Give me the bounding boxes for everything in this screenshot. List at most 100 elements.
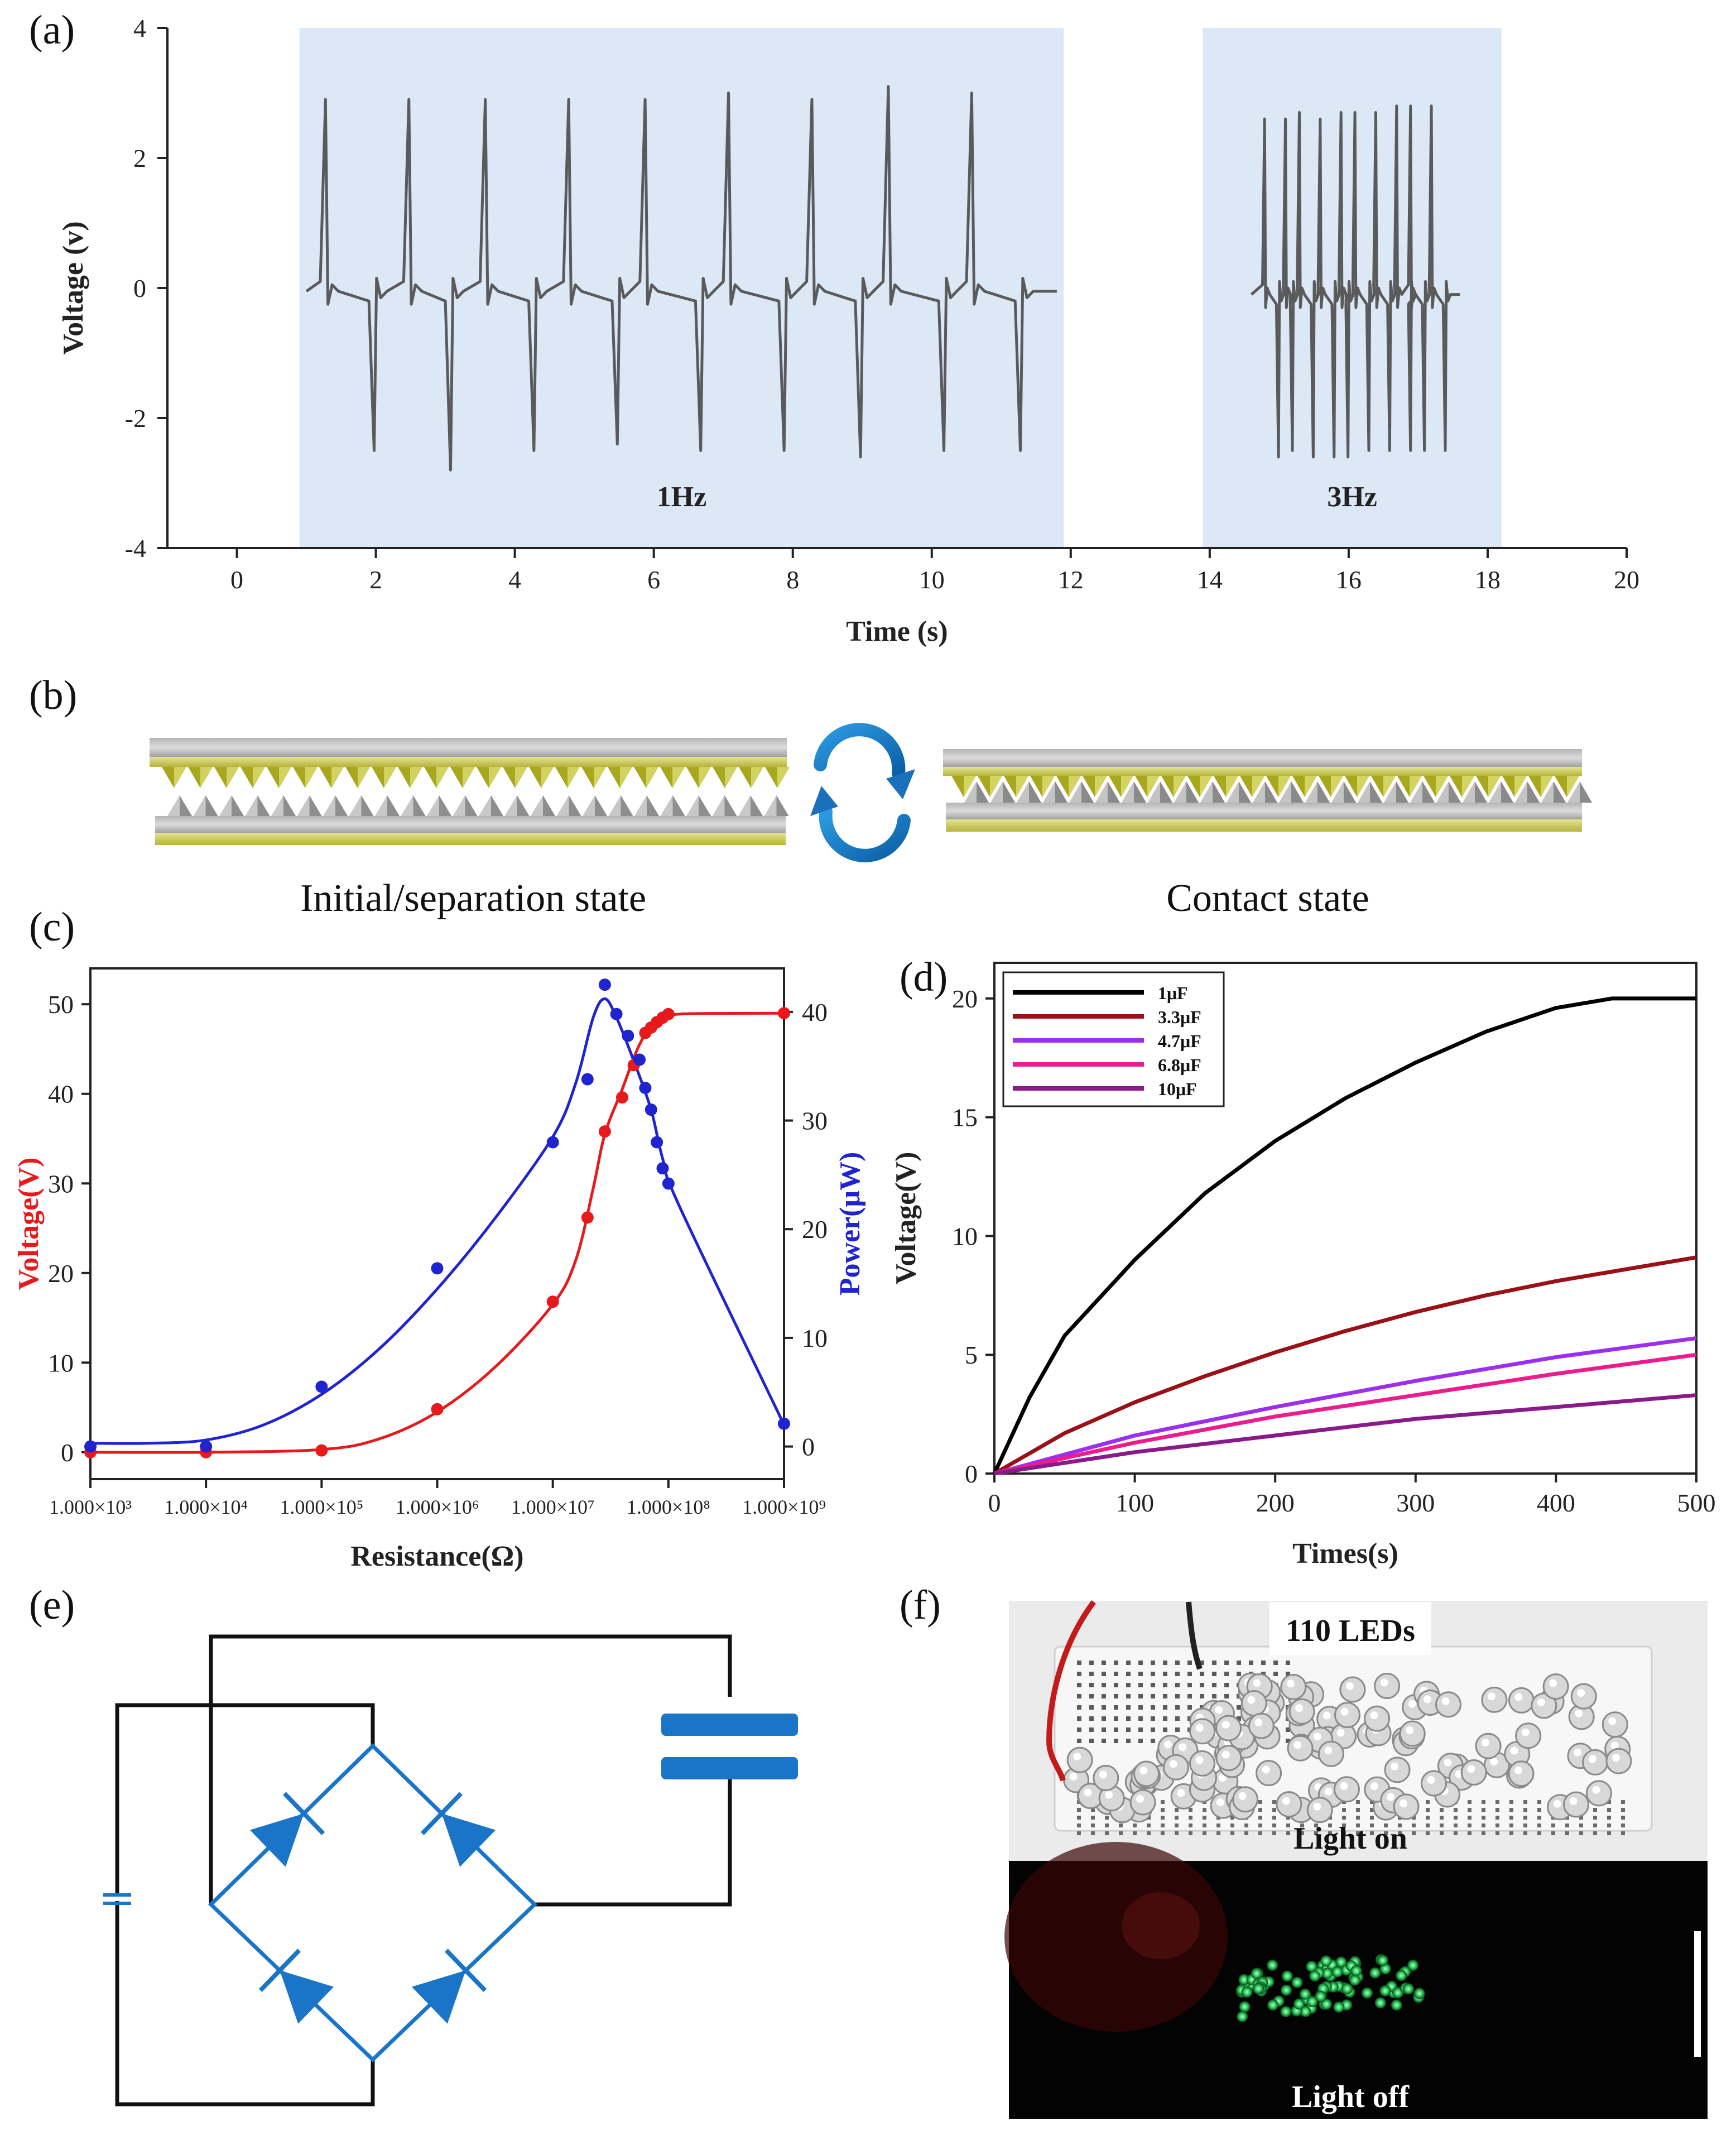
power-point [662, 1177, 675, 1190]
y-tick-label: 5 [965, 1341, 978, 1369]
top-electrode [943, 767, 1582, 776]
y-tick-label: 15 [952, 1103, 978, 1132]
top-pyramid-face [253, 767, 265, 788]
hole [1258, 1824, 1262, 1827]
bottom-pyramid-face [439, 795, 451, 816]
led-highlight [1537, 1698, 1545, 1707]
led-count-label: 110 LEDs [1286, 1614, 1415, 1648]
x-tick-label: 6 [647, 565, 660, 594]
led-highlight [1340, 1782, 1348, 1790]
y-tick-label: 20 [952, 985, 978, 1013]
bottom-pyramid-face [543, 795, 555, 816]
led-lit [1350, 1965, 1362, 1976]
hole [1126, 1683, 1131, 1687]
hole [1370, 1824, 1374, 1827]
hole [1203, 1816, 1206, 1820]
led-lit [1402, 1983, 1414, 1995]
led-highlight [1612, 1754, 1620, 1762]
led-unlit [1280, 1673, 1307, 1700]
led-lit [1413, 1988, 1425, 1999]
top-pyramid-face [725, 767, 737, 788]
led-unlit [1481, 1686, 1508, 1713]
contact-caption: Contact state [1166, 877, 1369, 920]
led-highlight [1575, 1709, 1583, 1717]
y-left-tick-label: 50 [48, 990, 74, 1019]
hole [1151, 1727, 1155, 1732]
hole [1077, 1808, 1081, 1812]
chart-a: 1Hz 3Hz 0 2 4 6 8 10 12 14 16 18 20 -4 -2 0 2 4 Time (s) Vo… [57, 14, 1639, 647]
led-unlit [1129, 1789, 1156, 1816]
hole [1138, 1694, 1143, 1698]
chart-d: 0 100 200 300 400 500 0 5 10 15 20 Times(s) Voltage(… [890, 962, 1716, 1570]
power-point [546, 1136, 559, 1149]
hole [1537, 1808, 1541, 1812]
led-unlit [1334, 1702, 1360, 1729]
power-point [431, 1262, 444, 1275]
bottom-pyramid-face [569, 795, 581, 816]
hole [1189, 1816, 1192, 1820]
x-tick-label: 14 [1197, 565, 1223, 594]
hole [1244, 1831, 1248, 1835]
hole [1151, 1661, 1155, 1665]
bottom-electrode [155, 833, 786, 845]
hole [1105, 1816, 1109, 1820]
led-highlight [1136, 1794, 1144, 1803]
led-unlit [1248, 1712, 1275, 1739]
top-pyramid-face [1252, 776, 1264, 797]
hole [1621, 1831, 1625, 1835]
hole [1175, 1716, 1180, 1721]
y-right-tick-label: 30 [802, 1107, 828, 1135]
signal-1hz [305, 85, 1057, 472]
hole [1286, 1672, 1290, 1676]
hole [1509, 1816, 1513, 1820]
led-highlight [1574, 1748, 1582, 1757]
led-unlit [1287, 1735, 1314, 1762]
hole [1224, 1672, 1229, 1676]
led-highlight [1487, 1692, 1495, 1701]
x-tick-label: 1.000×10⁵ [280, 1496, 363, 1518]
top-pyramid-face [1042, 776, 1055, 797]
bottom-pyramid-face [1475, 781, 1487, 803]
hole [1077, 1694, 1081, 1698]
bottom-pyramid-face [1527, 781, 1540, 803]
led-lit [1293, 1998, 1305, 2010]
hole [1523, 1808, 1527, 1812]
hole [1482, 1808, 1485, 1812]
led-unlit [1066, 1746, 1093, 1773]
hole [1212, 1694, 1216, 1698]
y-left-tick-label: 30 [48, 1169, 74, 1198]
top-pyramid-face [410, 767, 422, 788]
y-left-tick-label: 40 [48, 1080, 74, 1109]
led-unlit [1399, 1720, 1426, 1747]
hole [1579, 1831, 1583, 1835]
led-unlit [1189, 1718, 1216, 1745]
top-pyramid-face [594, 767, 606, 788]
y-right-tick-label: 20 [802, 1215, 828, 1244]
top-pyramid-face [358, 767, 370, 788]
hole [1102, 1727, 1106, 1732]
hole [1102, 1705, 1106, 1710]
hole [1509, 1824, 1513, 1827]
bottom-pyramids [167, 795, 789, 816]
hole [1454, 1808, 1458, 1812]
hole [1328, 1831, 1332, 1835]
led-lit [1267, 1999, 1279, 2011]
hole [1203, 1824, 1206, 1827]
led-unlit [1215, 1745, 1242, 1772]
bottom-pyramid-face [1108, 781, 1120, 803]
led-unlit [1256, 1760, 1282, 1787]
hole [1551, 1824, 1555, 1827]
hole [1216, 1831, 1220, 1835]
signal-3hz [1250, 104, 1460, 459]
power-point [581, 1073, 594, 1086]
hole [1523, 1831, 1527, 1835]
x-tick-label: 1.000×10⁸ [627, 1496, 710, 1518]
x-tick-label: 300 [1396, 1489, 1435, 1517]
led-unlit [1215, 1715, 1242, 1741]
hole [1114, 1672, 1118, 1676]
top-pyramid-face [331, 767, 344, 788]
hole [1468, 1800, 1471, 1804]
led-unlit [1339, 1676, 1366, 1703]
led-lit [1315, 1990, 1326, 2002]
led-highlight [1490, 1758, 1498, 1766]
